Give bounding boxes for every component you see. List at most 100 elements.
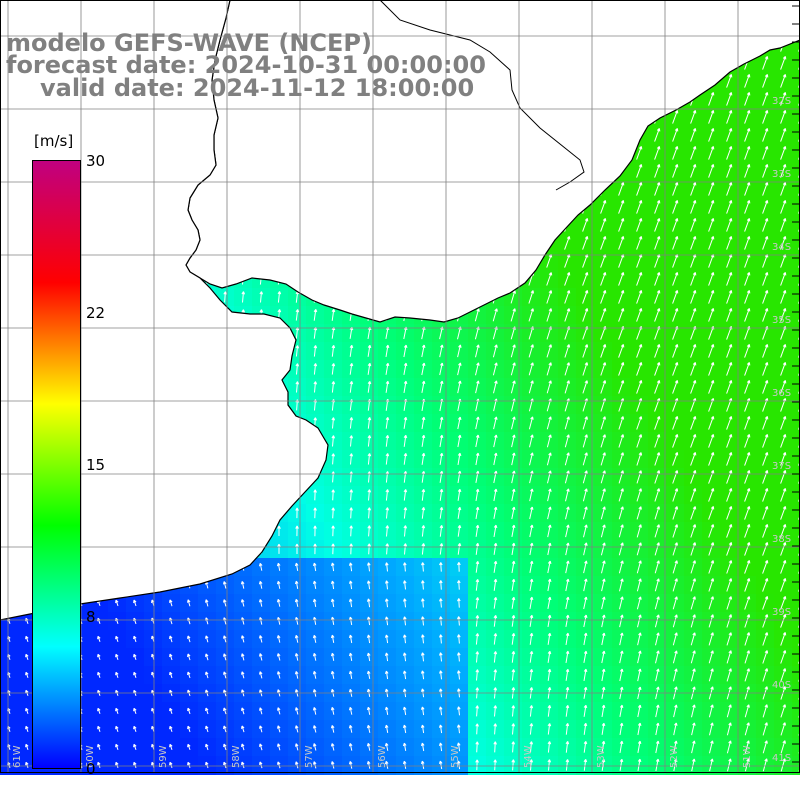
speed-cell xyxy=(450,378,469,397)
speed-cell xyxy=(612,558,631,577)
speed-cell xyxy=(792,198,800,217)
speed-cell xyxy=(666,306,685,325)
wind-arrow xyxy=(672,164,679,178)
speed-cell xyxy=(756,756,775,775)
speed-cell xyxy=(558,738,577,757)
speed-cell xyxy=(306,396,325,415)
wind-arrow xyxy=(762,164,769,178)
speed-cell xyxy=(702,648,721,667)
speed-cell xyxy=(558,486,577,505)
speed-cell xyxy=(648,540,667,559)
wind-arrow xyxy=(439,362,444,376)
speed-cell xyxy=(702,306,721,325)
speed-cell xyxy=(522,612,541,631)
colorbar-tick-8: 8 xyxy=(86,608,96,626)
speed-cell xyxy=(486,630,505,649)
speed-cell xyxy=(774,342,793,361)
speed-cell xyxy=(792,576,800,595)
speed-cell xyxy=(630,630,649,649)
wind-arrow xyxy=(636,146,643,160)
speed-cell xyxy=(720,126,739,145)
speed-cell xyxy=(342,468,361,487)
speed-cell xyxy=(252,288,271,307)
speed-cell xyxy=(648,702,667,721)
wind-arrow xyxy=(654,218,661,232)
speed-cell xyxy=(540,288,559,307)
speed-cell xyxy=(522,576,541,595)
speed-cell xyxy=(612,306,631,325)
wind-arrow xyxy=(708,362,715,376)
speed-cell xyxy=(432,468,451,487)
speed-cell xyxy=(792,684,800,703)
speed-cell xyxy=(630,612,649,631)
speed-cell xyxy=(504,558,523,577)
speed-cell xyxy=(306,306,325,325)
speed-cell xyxy=(792,702,800,721)
speed-cell xyxy=(702,558,721,577)
speed-cell xyxy=(468,324,487,343)
speed-cell xyxy=(360,396,379,415)
speed-cell xyxy=(756,216,775,235)
speed-cell xyxy=(666,558,685,577)
speed-cell xyxy=(684,738,703,757)
speed-cell xyxy=(576,594,595,613)
wind-arrow xyxy=(690,236,697,250)
speed-cell xyxy=(666,756,685,775)
speed-cell xyxy=(576,738,595,757)
wind-arrow xyxy=(654,128,661,142)
speed-cell xyxy=(486,396,505,415)
wind-arrow xyxy=(564,344,571,358)
speed-cell xyxy=(684,252,703,271)
speed-cell xyxy=(576,540,595,559)
speed-cell xyxy=(702,90,721,109)
speed-cell xyxy=(792,486,800,505)
speed-cell xyxy=(450,540,469,559)
speed-cell xyxy=(684,216,703,235)
speed-cell xyxy=(666,162,685,181)
wind-arrow xyxy=(780,146,787,160)
wind-arrow xyxy=(726,308,733,322)
wind-arrow xyxy=(690,290,697,304)
wind-arrow xyxy=(726,74,733,88)
speed-cell xyxy=(774,54,793,73)
speed-cell xyxy=(774,720,793,739)
speed-cell xyxy=(720,252,739,271)
speed-cell xyxy=(612,576,631,595)
wind-arrow xyxy=(600,236,607,250)
speed-cell xyxy=(324,540,343,559)
speed-cell xyxy=(612,648,631,667)
speed-cell xyxy=(774,450,793,469)
speed-cell xyxy=(774,648,793,667)
wind-arrow xyxy=(762,362,769,376)
speed-cell xyxy=(684,126,703,145)
speed-cell xyxy=(486,324,505,343)
speed-cell xyxy=(630,180,649,199)
speed-cell xyxy=(774,540,793,559)
wind-arrow xyxy=(780,200,787,214)
speed-cell xyxy=(612,378,631,397)
wind-arrow xyxy=(762,272,769,286)
wind-arrow xyxy=(708,218,715,232)
speed-cell xyxy=(306,540,325,559)
longitude-label: 52W xyxy=(669,745,680,768)
wind-arrow xyxy=(636,308,643,322)
speed-cell xyxy=(630,288,649,307)
speed-cell xyxy=(504,756,523,775)
speed-cell xyxy=(558,414,577,433)
speed-cell xyxy=(792,432,800,451)
speed-cell xyxy=(342,414,361,433)
wind-arrow xyxy=(510,308,516,322)
wind-arrow xyxy=(654,344,661,358)
speed-cell xyxy=(792,540,800,559)
wind-arrow xyxy=(744,200,751,214)
wind-arrow xyxy=(762,74,769,88)
speed-cell xyxy=(756,432,775,451)
wind-arrow xyxy=(690,146,697,160)
wind-arrow xyxy=(385,344,390,357)
speed-cell xyxy=(522,468,541,487)
speed-cell xyxy=(342,522,361,541)
speed-cell xyxy=(684,648,703,667)
wind-arrow xyxy=(618,290,625,304)
wind-arrow xyxy=(708,236,715,250)
speed-cell xyxy=(792,450,800,469)
